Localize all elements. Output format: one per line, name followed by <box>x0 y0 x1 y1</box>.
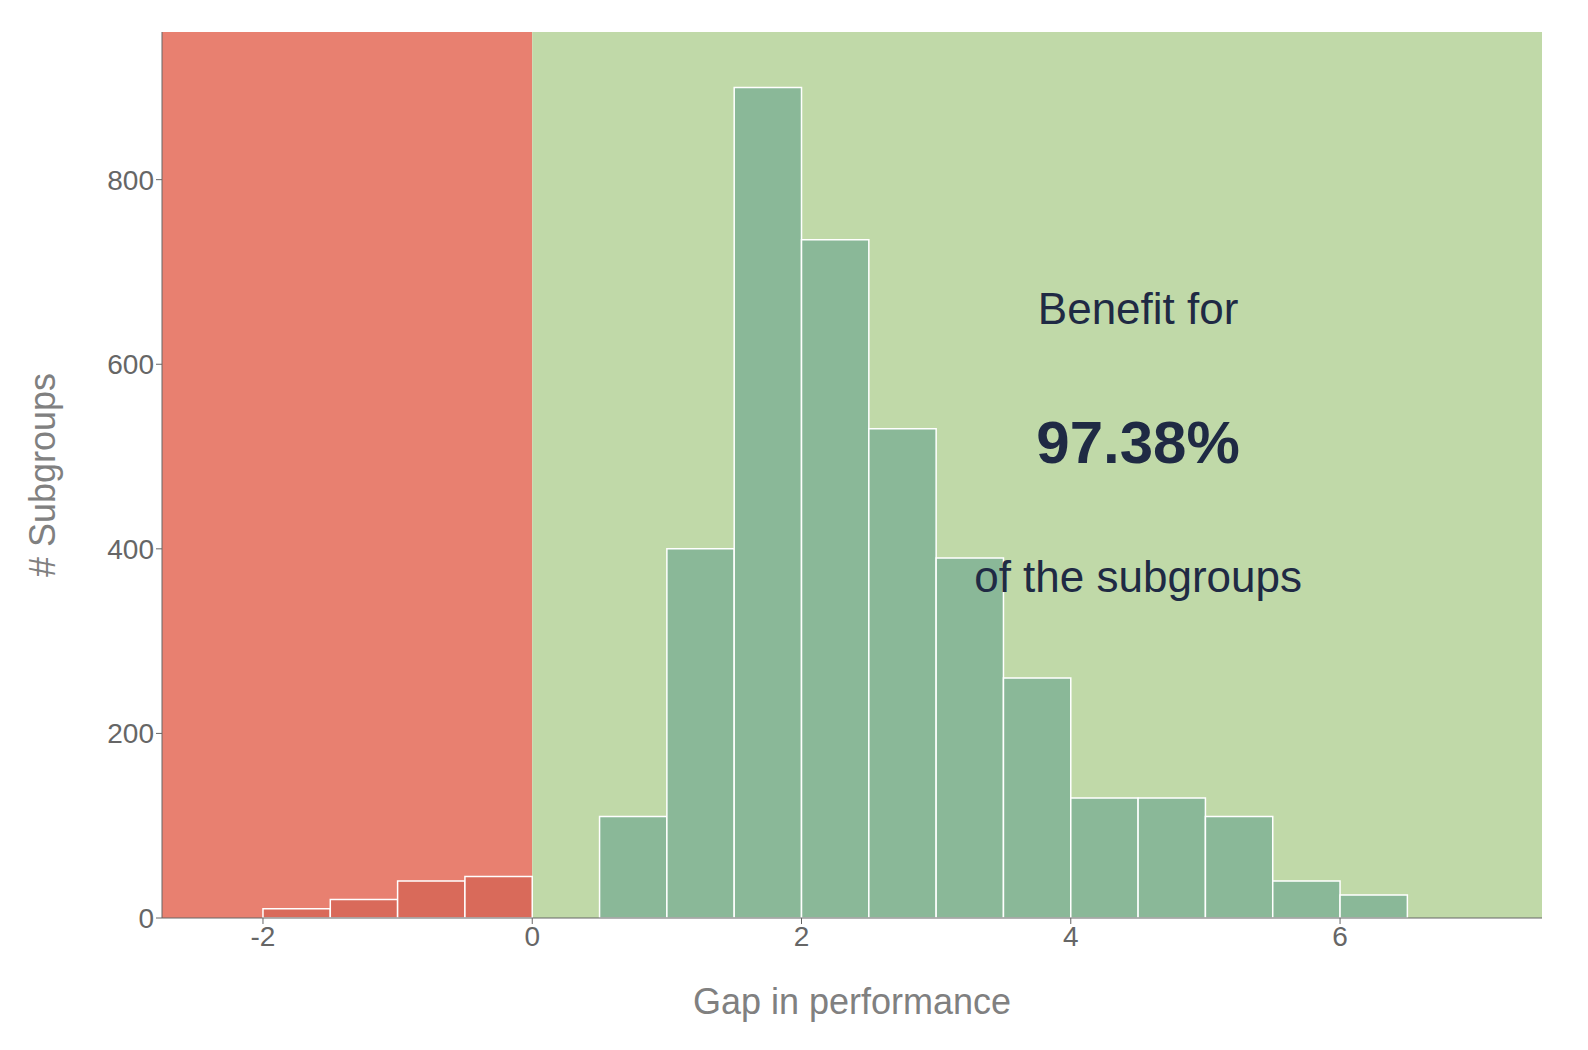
svg-text:Gap in performance: Gap in performance <box>693 981 1011 1022</box>
svg-text:0: 0 <box>138 903 154 934</box>
svg-text:200: 200 <box>107 718 154 749</box>
svg-text:# Subgroups: # Subgroups <box>22 373 63 577</box>
svg-text:0: 0 <box>524 921 540 952</box>
svg-text:2: 2 <box>794 921 810 952</box>
svg-text:97.38%: 97.38% <box>1036 409 1240 476</box>
svg-text:4: 4 <box>1063 921 1079 952</box>
svg-text:-2: -2 <box>251 921 276 952</box>
svg-text:600: 600 <box>107 349 154 380</box>
svg-text:Benefit for: Benefit for <box>1038 284 1239 333</box>
svg-text:of the subgroups: of the subgroups <box>974 552 1302 601</box>
svg-text:800: 800 <box>107 165 154 196</box>
svg-text:6: 6 <box>1332 921 1348 952</box>
svg-text:400: 400 <box>107 534 154 565</box>
